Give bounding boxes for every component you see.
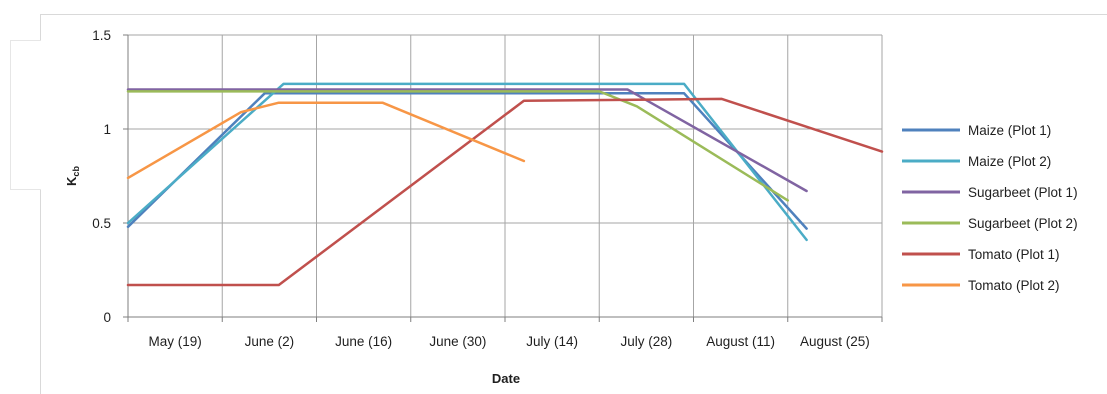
legend-label-maize-plot-1: Maize (Plot 1)	[968, 123, 1051, 138]
y-tick-label: 0.5	[92, 216, 111, 231]
legend: Maize (Plot 1) Maize (Plot 2) Sugarbeet (P…	[902, 123, 1078, 293]
y-tick-labels: 0 0.5 1 1.5	[92, 28, 111, 325]
y-tick-label: 1	[103, 122, 111, 137]
y-tick-label: 0	[103, 310, 111, 325]
legend-label-maize-plot-2: Maize (Plot 2)	[968, 154, 1051, 169]
axes	[123, 34, 883, 322]
outer-frame-left-border	[40, 14, 41, 394]
y-axis-title-main: K	[64, 176, 79, 186]
legend-label-tomato-plot-2: Tomato (Plot 2)	[968, 278, 1060, 293]
legend-label-sugarbeet-plot-2: Sugarbeet (Plot 2)	[968, 216, 1078, 231]
y-tick-label: 1.5	[92, 28, 111, 43]
legend-label-tomato-plot-1: Tomato (Plot 1)	[968, 247, 1060, 262]
x-tick-label: August (11)	[706, 334, 775, 349]
series-line-maize-plot-1	[126, 92, 808, 230]
x-tick-labels: May (19) June (2) June (16) June (30) July (…	[148, 334, 869, 349]
gridlines	[128, 34, 883, 317]
x-tick-label: May (19)	[148, 334, 201, 349]
background-panel	[10, 40, 41, 190]
x-tick-label: July (28)	[620, 334, 672, 349]
x-tick-label: June (30)	[429, 334, 486, 349]
series-line-maize-plot-2	[126, 82, 808, 242]
outer-frame-top-border	[40, 14, 1107, 15]
x-tick-label: June (16)	[335, 334, 392, 349]
series-line-tomato-plot-1	[126, 97, 884, 287]
y-axis-title: Kcb	[64, 166, 81, 186]
x-tick-label: August (25)	[800, 334, 870, 349]
y-axis-title-subscript: cb	[71, 166, 81, 177]
legend-label-sugarbeet-plot-1: Sugarbeet (Plot 1)	[968, 185, 1078, 200]
series-line-sugarbeet-plot-1	[126, 88, 808, 193]
series-lines	[126, 82, 884, 287]
x-axis-title: Date	[492, 371, 520, 386]
series-line-sugarbeet-plot-2	[126, 90, 790, 202]
x-tick-label: July (14)	[526, 334, 578, 349]
series-line-tomato-plot-2	[126, 101, 526, 180]
x-tick-label: June (2)	[245, 334, 295, 349]
